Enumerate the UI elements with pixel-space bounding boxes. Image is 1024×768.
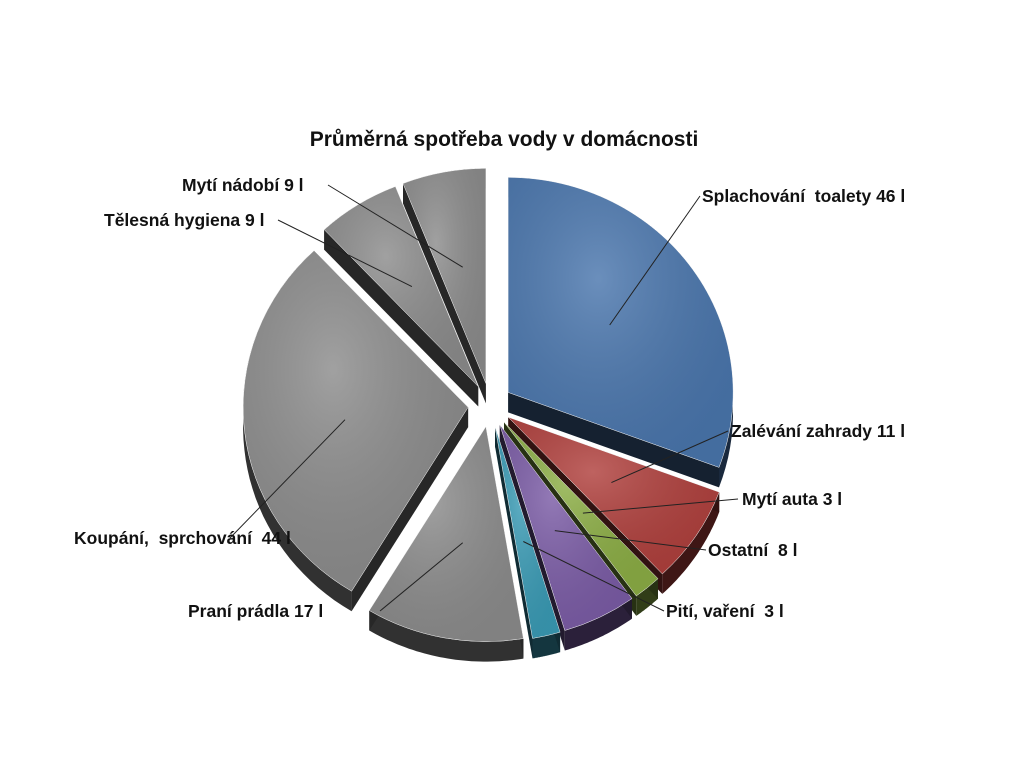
slice-edge-myti-nadobi-0 — [403, 183, 486, 404]
leader-line-koupani-sprchovani — [229, 419, 346, 539]
label-myti-auta: Mytí auta 3 l — [742, 489, 843, 509]
slice-side-koupani-sprchovani — [243, 250, 352, 612]
slice-sheen-splachovani-toalety — [508, 177, 734, 468]
slice-edge-ostatni-1 — [499, 424, 565, 651]
label-myti-nadobi: Mytí nádobí 9 l — [182, 175, 304, 195]
label-splachovani-toalety: Splachování toalety 46 l — [702, 186, 906, 206]
leader-line-prani-pradla — [379, 542, 464, 612]
slice-edge-koupani-sprchovani-0 — [351, 407, 469, 612]
leader-line-ostatni — [554, 530, 707, 551]
leader-line-piti-vareni — [523, 541, 665, 612]
slice-sheen-myti-auta — [504, 422, 658, 596]
slice-side-prani-pradla — [369, 610, 524, 662]
label-zalevani-zahrady: Zalévání zahrady 11 l — [731, 421, 906, 441]
pie-slices-layer — [242, 168, 734, 662]
leader-lines-layer — [229, 184, 739, 612]
slice-side-zalevani-zahrady — [662, 492, 720, 594]
leader-line-telesna-hygiena — [277, 219, 413, 288]
leader-line-zalevani-zahrady — [611, 430, 729, 484]
leader-line-myti-nadobi — [327, 184, 463, 268]
slice-side-piti-vareni — [532, 632, 561, 659]
slice-sheen-telesna-hygiena — [324, 186, 479, 387]
chart-title: Průměrná spotřeba vody v domácnosti — [309, 128, 699, 151]
slice-sheen-myti-nadobi — [403, 168, 486, 384]
leader-line-myti-auta — [582, 498, 739, 514]
slice-sheen-koupani-sprchovani — [243, 250, 469, 592]
leader-line-splachovani-toalety — [609, 195, 701, 326]
label-piti-vareni: Pití, vaření 3 l — [666, 601, 784, 621]
slice-edge-splachovani-toalety-1 — [508, 392, 719, 488]
slice-edge-telesna-hygiena-0 — [324, 229, 479, 407]
label-telesna-hygiena: Tělesná hygiena 9 l — [104, 210, 265, 230]
slice-sheen-zalevani-zahrady — [508, 417, 720, 574]
label-koupani-sprchovani: Koupání, sprchování 44 l — [74, 528, 291, 548]
slice-sheen-piti-vareni — [495, 426, 561, 639]
label-prani-pradla: Praní prádla 17 l — [188, 601, 324, 621]
slice-edge-piti-vareni-1 — [495, 426, 533, 659]
slice-side-ostatni — [564, 598, 632, 651]
label-ostatni: Ostatní 8 l — [708, 540, 798, 560]
